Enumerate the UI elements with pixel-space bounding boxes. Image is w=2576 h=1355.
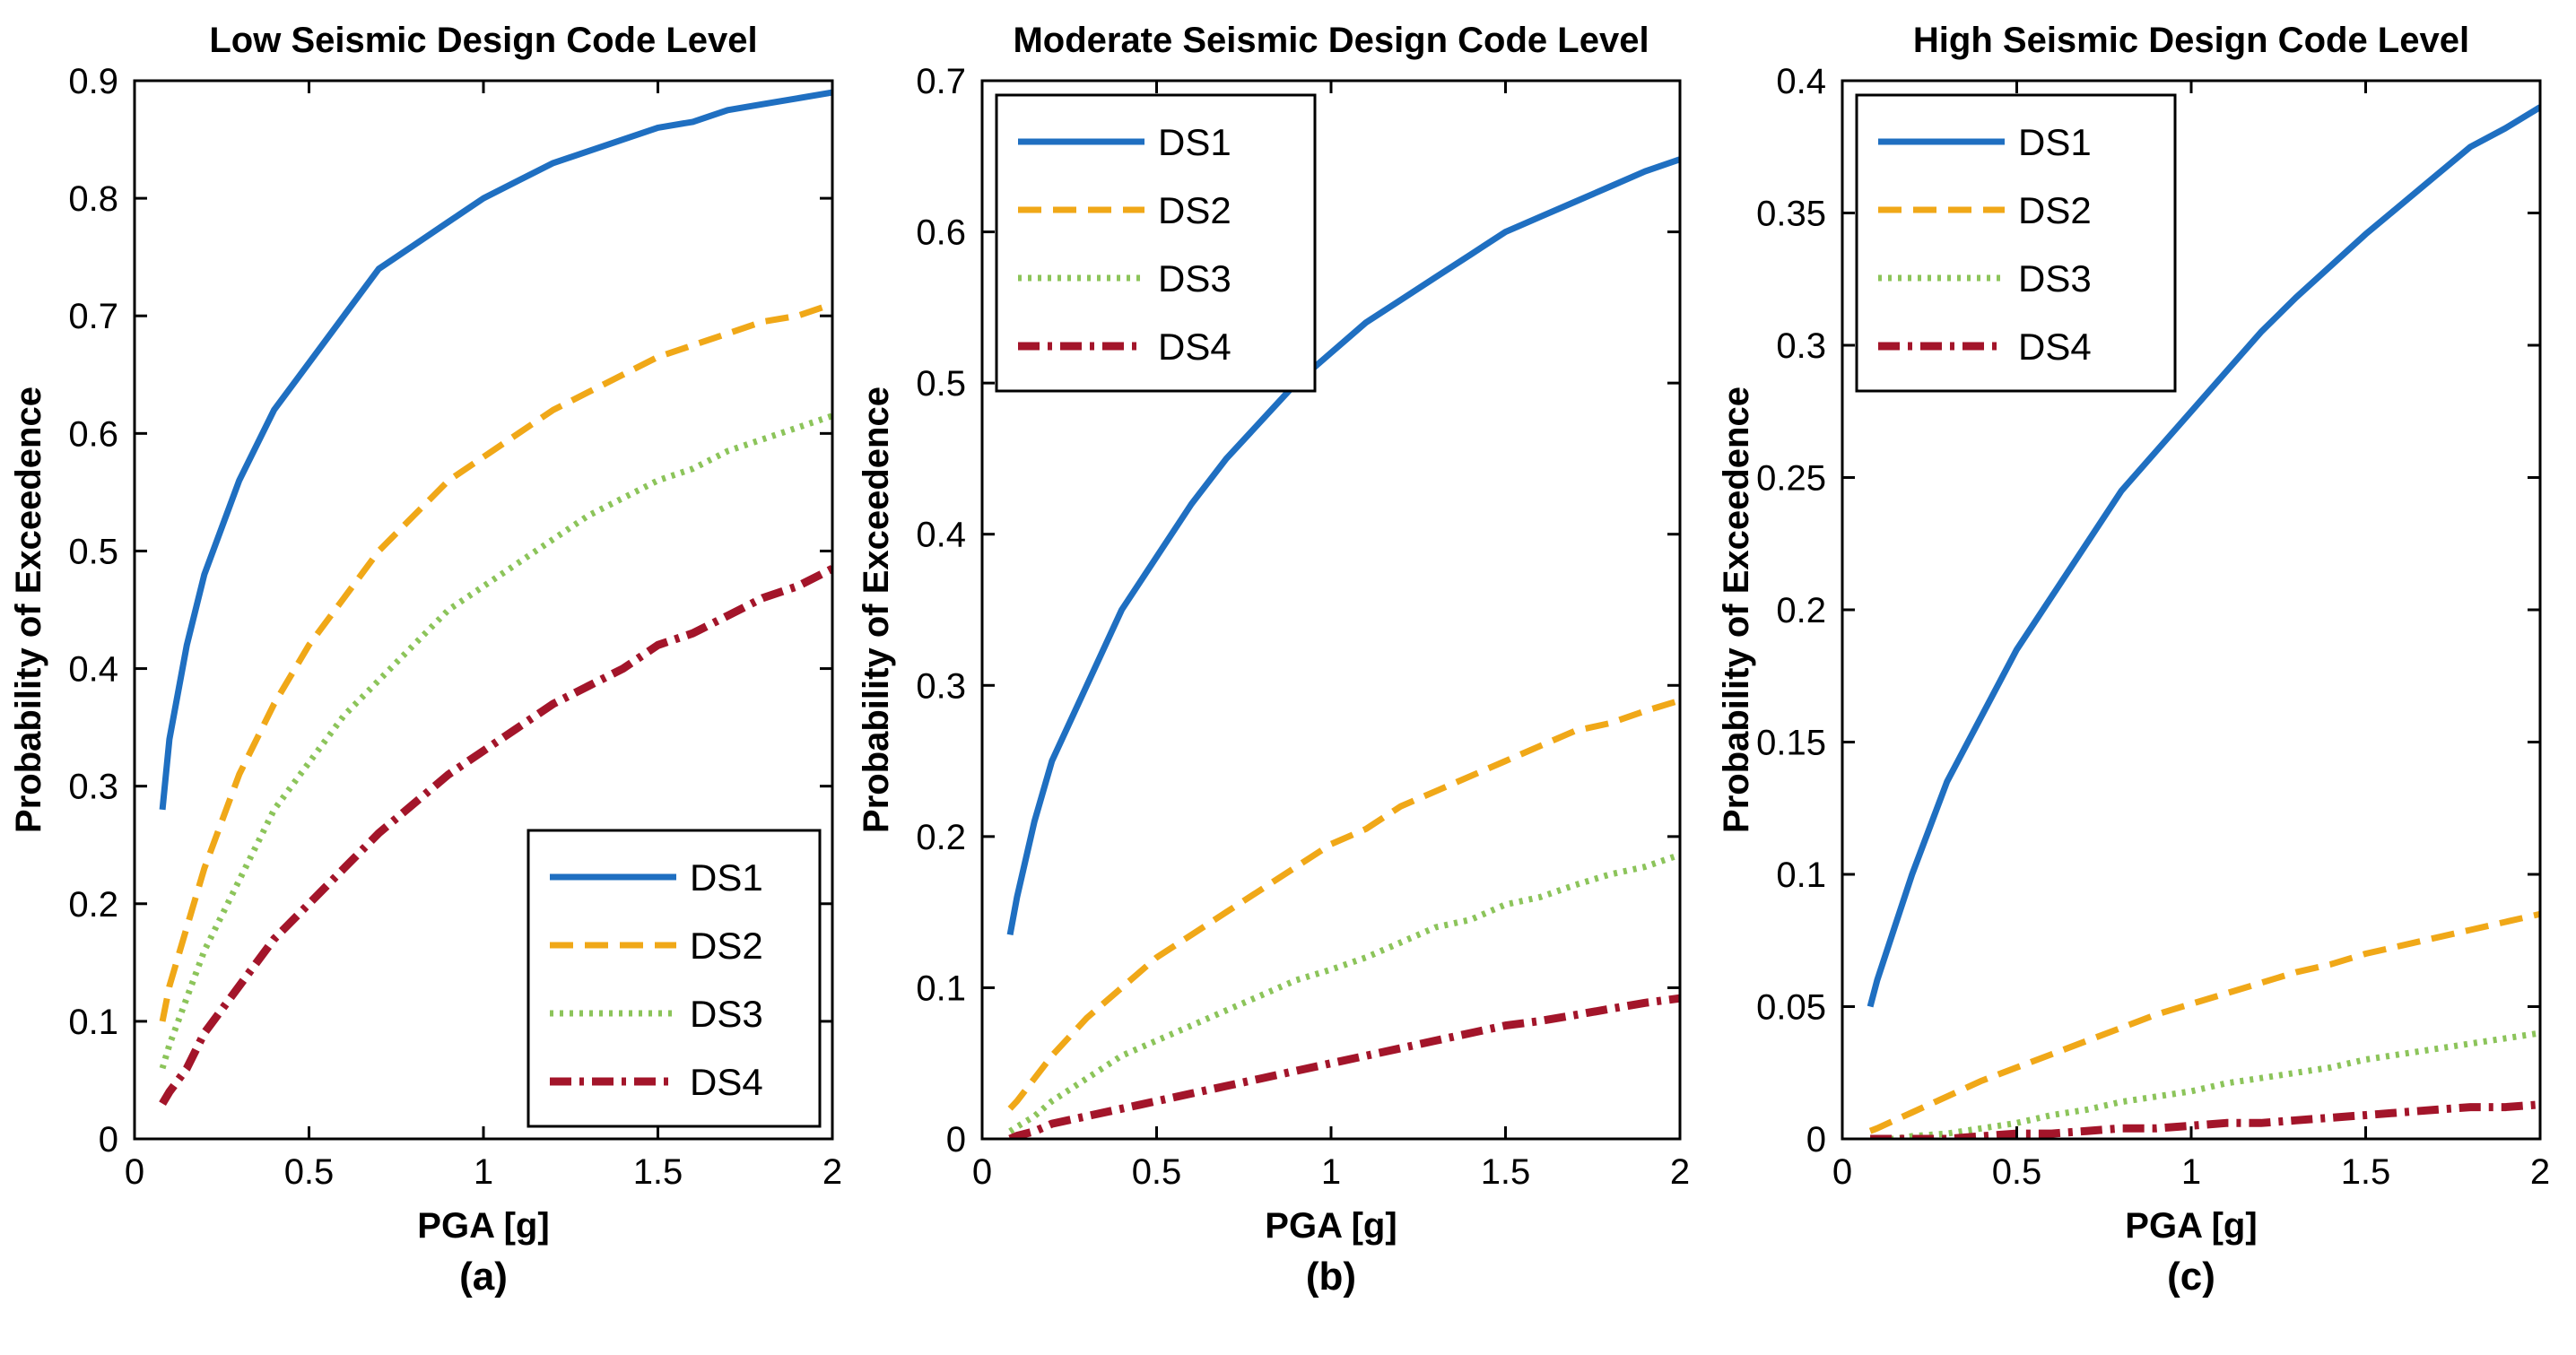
series-line-ds1 [1867, 104, 2540, 1008]
x-tick-label: 1 [1321, 1152, 1341, 1192]
chart-title: Low Seismic Design Code Level [209, 21, 757, 60]
legend: DS1 DS2 DS3 DS4 [1855, 93, 2177, 393]
legend-label-ds4: DS4 [2018, 326, 2092, 368]
series-lines [159, 89, 832, 1107]
series-line-ds2 [1007, 697, 1680, 1111]
y-tick-label: 0.3 [1776, 326, 1826, 366]
y-tick-label: 0.4 [68, 650, 118, 690]
x-tick-label: 0.5 [284, 1152, 335, 1192]
legend: DS1 DS2 DS3 DS4 [995, 93, 1317, 393]
x-tick-label: 0 [125, 1152, 144, 1192]
y-tick-label: 0 [1806, 1120, 1826, 1160]
x-tick-label: 0 [972, 1152, 992, 1192]
series-line-ds2 [159, 300, 832, 1022]
series-line-ds1 [159, 89, 832, 811]
y-tick-label: 0.3 [68, 768, 118, 807]
y-tick-label: 0.05 [1756, 988, 1826, 1028]
legend-label-ds3: DS3 [1158, 257, 1231, 300]
legend-label-ds2: DS2 [2018, 189, 2092, 231]
y-axis-label: Probability of Exceedence [9, 387, 48, 833]
legend-label-ds1: DS1 [690, 856, 763, 899]
y-tick-label: 0 [946, 1120, 966, 1160]
y-tick-label: 0.4 [1776, 62, 1826, 101]
legend-label-ds2: DS2 [690, 925, 763, 967]
panel-b: Moderate Seismic Design Code Level 0 0.5 1 1… [857, 21, 1690, 1299]
series-line-ds3 [159, 413, 832, 1070]
legend-label-ds3: DS3 [2018, 257, 2092, 300]
y-tick-label: 0.2 [916, 818, 966, 857]
y-tick-label: 0.4 [916, 516, 966, 555]
x-tick-label: 2 [1670, 1152, 1690, 1192]
x-axis-label: PGA [g] [1265, 1206, 1397, 1246]
panel-caption: (c) [2167, 1255, 2215, 1299]
legend-label-ds2: DS2 [1158, 189, 1231, 231]
legend: DS1 DS2 DS3 DS4 [527, 829, 822, 1128]
x-tick-label: 2 [2530, 1152, 2550, 1192]
panel-a: Low Seismic Design Code Level 0 0.5 1 1.5 2 0 0… [9, 21, 842, 1299]
y-tick-label: 0.5 [916, 364, 966, 404]
y-tick-label: 0.6 [916, 213, 966, 253]
y-tick-label: 0.6 [68, 414, 118, 454]
panel-caption: (a) [459, 1255, 508, 1299]
y-tick-label: 0.1 [68, 1003, 118, 1042]
x-axis-label: PGA [g] [417, 1206, 549, 1246]
series-lines [1867, 104, 2540, 1139]
y-tick-label: 0.15 [1756, 724, 1826, 763]
y-tick-label: 0.8 [68, 179, 118, 219]
y-tick-label: 0.3 [916, 666, 966, 706]
x-tick-label: 1 [474, 1152, 493, 1192]
x-tick-label: 1.5 [1481, 1152, 1531, 1192]
series-line-ds2 [1868, 910, 2540, 1134]
y-tick-label: 0.7 [68, 297, 118, 336]
panel-caption: (b) [1306, 1255, 1356, 1299]
series-line-ds4 [1870, 1100, 2540, 1139]
x-tick-label: 0.5 [1132, 1152, 1182, 1192]
y-tick-label: 0.9 [68, 62, 118, 101]
chart-title: Moderate Seismic Design Code Level [1013, 21, 1649, 60]
x-tick-label: 0.5 [1992, 1152, 2042, 1192]
legend-label-ds4: DS4 [690, 1061, 763, 1103]
legend-label-ds1: DS1 [1158, 121, 1231, 163]
y-tick-label: 0.25 [1756, 459, 1826, 499]
legend-label-ds3: DS3 [690, 993, 763, 1035]
y-axis-label: Probability of Exceedence [857, 387, 896, 833]
y-tick-label: 0.5 [68, 532, 118, 571]
x-tick-label: 2 [822, 1152, 842, 1192]
y-tick-label: 0.35 [1756, 195, 1826, 234]
x-axis-label: PGA [g] [2125, 1206, 2257, 1246]
x-tick-label: 1 [2181, 1152, 2201, 1192]
y-tick-label: 0.1 [916, 968, 966, 1008]
series-line-ds3 [1008, 851, 1680, 1134]
x-tick-label: 1.5 [633, 1152, 683, 1192]
y-tick-label: 0.1 [1776, 856, 1826, 895]
y-tick-label: 0.2 [68, 885, 118, 925]
chart-title: High Seismic Design Code Level [1913, 21, 2469, 60]
legend-label-ds1: DS1 [2018, 121, 2092, 163]
x-tick-label: 0 [1832, 1152, 1852, 1192]
y-tick-label: 0.2 [1776, 591, 1826, 630]
y-tick-label: 0 [99, 1120, 118, 1160]
y-axis-label: Probability of Exceedence [1717, 387, 1756, 833]
y-tick-label: 0.7 [916, 62, 966, 101]
panel-c: High Seismic Design Code Level 0 0.5 1 1.5 2 0… [1717, 21, 2550, 1299]
legend-label-ds4: DS4 [1158, 326, 1231, 368]
x-tick-label: 1.5 [2341, 1152, 2391, 1192]
series-line-ds4 [1008, 994, 1680, 1139]
